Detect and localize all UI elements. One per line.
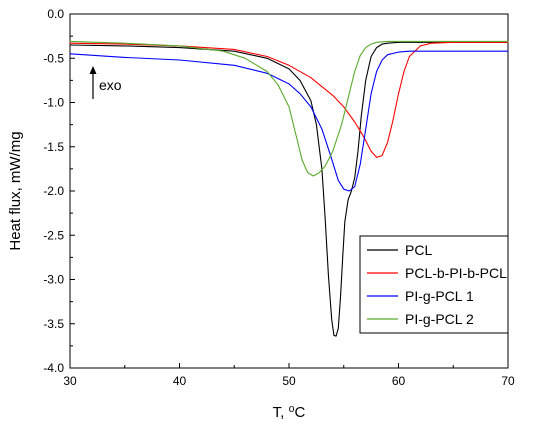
y-tick-label: -2.0 [43, 184, 64, 198]
x-tick-label: 70 [501, 374, 515, 388]
y-tick-label: -0.5 [43, 51, 64, 65]
y-tick-label: -3.5 [43, 317, 64, 331]
y-tick-label: -2.5 [43, 228, 64, 242]
exo-annotation: exo [89, 66, 122, 99]
x-axis-title: T, ⁰C [273, 404, 306, 421]
legend-label: PCL-b-PI-b-PCL [405, 265, 507, 281]
x-tick-label: 40 [173, 374, 187, 388]
x-tick-label: 30 [63, 374, 77, 388]
legend-label: PCL [405, 242, 432, 258]
legend-box [359, 235, 509, 334]
y-axis-ticks: 0.0 -0.5 -1.0 -1.5 -2.0 -2.5 -3.0 -3.5 -4.0 [43, 7, 75, 375]
series-line-pcl-b-pi-b-pcl [69, 41, 509, 158]
y-tick-label: -3.0 [43, 273, 64, 287]
exo-arrow-head-icon [89, 66, 97, 74]
exo-label: exo [99, 77, 122, 93]
series-line-pcl [69, 41, 509, 337]
y-tick-label: -1.5 [43, 140, 64, 154]
x-tick-label: 60 [392, 374, 406, 388]
legend: PCL PCL-b-PI-b-PCL PI-g-PCL 1 PI-g-PCL 2 [359, 235, 509, 334]
legend-label: PI-g-PCL 2 [405, 311, 474, 327]
legend-label: PI-g-PCL 1 [405, 288, 474, 304]
y-axis-title: Heat flux, mW/mg [7, 131, 24, 250]
series-lines [69, 40, 509, 337]
x-axis-ticks: 30 40 50 60 70 [63, 363, 515, 388]
series-line-pi-g-pcl-2 [69, 40, 509, 177]
y-tick-label: -1.0 [43, 96, 64, 110]
series-line-pi-g-pcl-1 [69, 50, 509, 192]
y-tick-label: -4.0 [43, 361, 64, 375]
y-tick-label: 0.0 [47, 7, 64, 21]
x-tick-label: 50 [282, 374, 296, 388]
